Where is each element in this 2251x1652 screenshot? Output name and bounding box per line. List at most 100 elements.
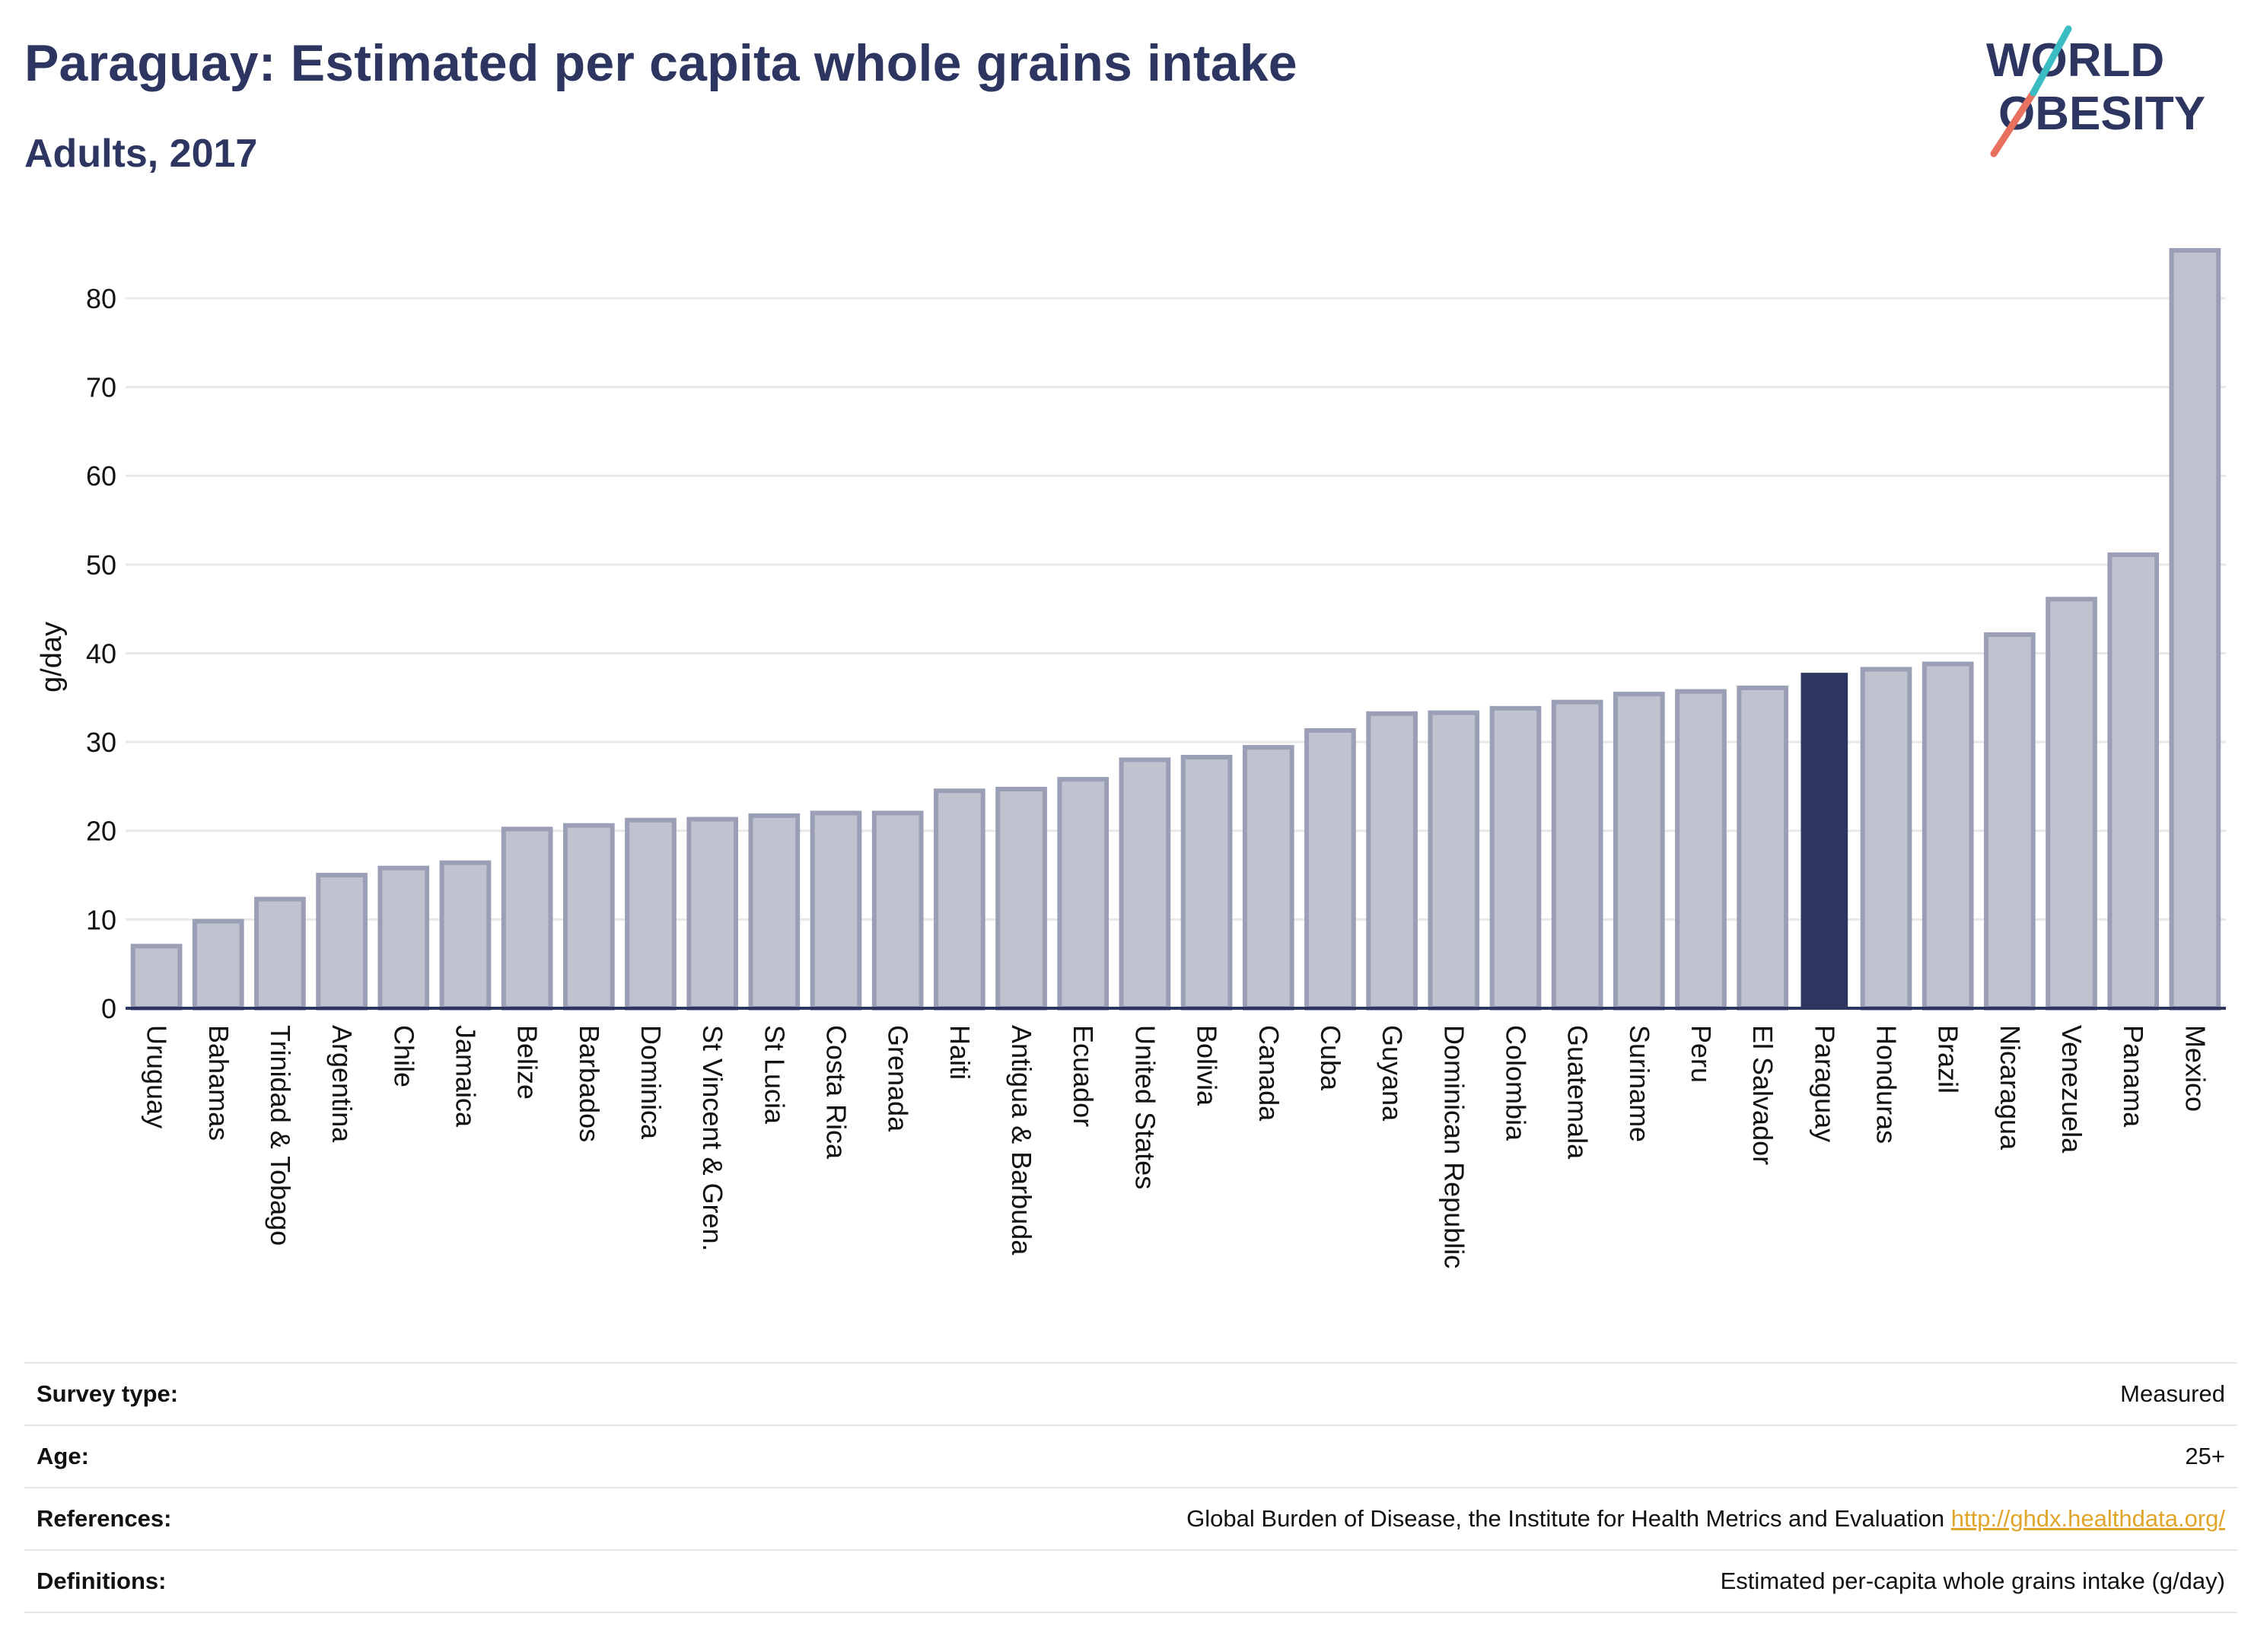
info-row-survey-type: Survey type: Measured — [24, 1362, 2237, 1424]
page-subtitle: Adults, 2017 — [24, 132, 258, 176]
bar-trinidad-tobago — [254, 896, 306, 1011]
x-tick-label: Paraguay — [1809, 1025, 1840, 1142]
survey-type-value: Measured — [2120, 1380, 2225, 1407]
y-axis-ticks: 0 10 20 30 40 50 60 70 80 — [86, 283, 116, 1024]
x-tick-label: Mexico — [2179, 1025, 2211, 1112]
definitions-label: Definitions: — [37, 1568, 167, 1594]
x-tick-label: Bahamas — [203, 1025, 234, 1141]
x-tick-label: St Lucia — [759, 1025, 790, 1125]
definitions-value: Estimated per-capita whole grains intake… — [1720, 1568, 2225, 1594]
x-tick-label: Brazil — [1933, 1025, 1964, 1093]
y-tick-label: 70 — [86, 372, 116, 403]
bar-panama — [2107, 552, 2160, 1011]
x-tick-label: Honduras — [1871, 1025, 1902, 1144]
x-tick-label: Canada — [1253, 1025, 1285, 1122]
bar-ecuador — [1057, 777, 1110, 1011]
bar-haiti — [934, 788, 985, 1011]
bar-bolivia — [1180, 754, 1233, 1011]
x-tick-label: Guyana — [1377, 1025, 1408, 1122]
x-tick-label: Ecuador — [1068, 1025, 1099, 1127]
bar-united-states — [1119, 757, 1171, 1011]
x-tick-label: United States — [1129, 1025, 1161, 1189]
bar-costa-rica — [810, 810, 862, 1011]
info-row-references: References: Global Burden of Disease, th… — [24, 1487, 2237, 1549]
bar-peru — [1675, 689, 1727, 1011]
age-value: 25+ — [2185, 1443, 2225, 1469]
x-tick-label: Dominican Republic — [1438, 1025, 1469, 1268]
page-title: Paraguay: Estimated per capita whole gra… — [24, 34, 1297, 92]
x-tick-label: Argentina — [326, 1025, 358, 1143]
y-axis-label: g/day — [36, 622, 68, 692]
bar-guatemala — [1551, 699, 1603, 1011]
info-table-bottom-border — [24, 1612, 2237, 1613]
chart-bars — [130, 247, 2221, 1011]
x-tick-label: Antigua & Barbuda — [1006, 1025, 1037, 1256]
y-tick-label: 80 — [86, 283, 116, 314]
bar-antigua-barbuda — [995, 786, 1047, 1011]
references-label: References: — [37, 1505, 172, 1532]
bar-venezuela — [2046, 597, 2097, 1011]
references-text: Global Burden of Disease, the Institute … — [1186, 1505, 1945, 1532]
survey-type-label: Survey type: — [37, 1380, 179, 1407]
x-tick-label: Bolivia — [1192, 1025, 1223, 1106]
bar-dominica — [625, 817, 677, 1011]
references-link[interactable]: http://ghdx.healthdata.org/ — [1950, 1505, 2225, 1532]
bar-suriname — [1613, 692, 1665, 1011]
y-tick-label: 40 — [86, 638, 116, 669]
bar-mexico — [2169, 247, 2221, 1011]
x-tick-label: Guatemala — [1562, 1025, 1594, 1160]
x-tick-label: Chile — [388, 1025, 419, 1087]
bar-uruguay — [130, 944, 183, 1011]
bar-st-lucia — [748, 813, 801, 1011]
x-tick-label: Nicaragua — [1995, 1025, 2026, 1151]
x-tick-label: Dominica — [635, 1025, 667, 1140]
info-row-definitions: Definitions: Estimated per-capita whole … — [24, 1549, 2237, 1612]
y-tick-label: 0 — [101, 993, 116, 1024]
x-axis-ticks: Uruguay Bahamas Trinidad & Tobago Argentina… — [142, 1025, 2211, 1268]
bar-brazil — [1921, 661, 1974, 1011]
x-tick-label: St Vincent & Gren. — [697, 1025, 728, 1252]
x-tick-label: Panama — [2118, 1025, 2149, 1128]
x-tick-label: Haiti — [944, 1025, 976, 1080]
y-tick-label: 10 — [86, 904, 116, 935]
x-tick-label: Venezuela — [2056, 1025, 2087, 1154]
info-row-age: Age: 25+ — [24, 1424, 2237, 1487]
world-obesity-logo: WORLD OBESITY — [1986, 25, 2205, 158]
bar-cuba — [1304, 727, 1356, 1011]
bar-belize — [501, 826, 553, 1011]
svg-text:WORLD: WORLD — [1986, 34, 2164, 87]
bar-bahamas — [192, 918, 244, 1011]
bar-colombia — [1489, 705, 1542, 1011]
bar-chile — [377, 865, 430, 1011]
y-tick-label: 30 — [86, 727, 116, 758]
x-tick-label: Peru — [1686, 1025, 1717, 1083]
x-tick-label: Barbados — [574, 1025, 605, 1142]
bar-nicaragua — [1984, 632, 2036, 1011]
bar-el-salvador — [1737, 685, 1789, 1011]
bar-jamaica — [439, 860, 492, 1011]
bar-argentina — [316, 873, 368, 1011]
y-tick-label: 60 — [86, 460, 116, 492]
x-tick-label: Suriname — [1624, 1025, 1655, 1142]
bar-barbados — [562, 823, 615, 1011]
x-tick-label: Grenada — [883, 1025, 914, 1132]
bar-honduras — [1860, 667, 1912, 1011]
x-tick-label: El Salvador — [1747, 1025, 1778, 1165]
x-tick-label: Cuba — [1315, 1025, 1346, 1091]
bar-st-vincent-gren- — [686, 816, 739, 1011]
x-tick-label: Jamaica — [450, 1025, 481, 1128]
age-label: Age: — [37, 1443, 89, 1469]
bar-paraguay — [1800, 673, 1848, 1008]
bar-dominican-republic — [1428, 710, 1480, 1011]
x-tick-label: Belize — [512, 1025, 543, 1100]
x-tick-label: Trinidad & Tobago — [265, 1025, 296, 1246]
bar-chart: 0 10 20 30 40 50 60 70 80 Uruguay Bahamas Trinidad… — [36, 247, 2226, 1268]
bar-guyana — [1366, 711, 1418, 1011]
y-tick-label: 50 — [86, 549, 116, 581]
x-tick-label: Colombia — [1500, 1025, 1531, 1141]
bar-grenada — [871, 810, 924, 1011]
y-tick-label: 20 — [86, 816, 116, 847]
references-value: Global Burden of Disease, the Institute … — [1186, 1505, 2225, 1533]
x-tick-label: Uruguay — [142, 1025, 173, 1128]
bar-canada — [1242, 745, 1294, 1011]
